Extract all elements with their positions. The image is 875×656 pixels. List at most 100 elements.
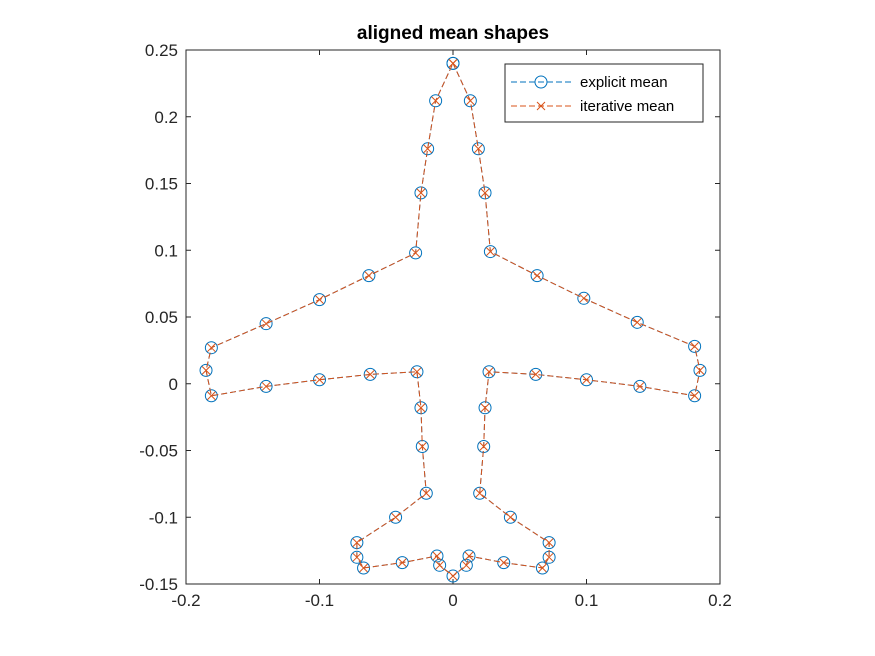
legend-entry: explicit mean xyxy=(511,74,668,91)
data-point xyxy=(479,442,489,451)
legend-entry: iterative mean xyxy=(511,98,674,115)
data-point xyxy=(695,366,705,375)
y-tick-label: 0.25 xyxy=(145,41,178,60)
data-point xyxy=(435,560,445,570)
data-point xyxy=(538,563,547,573)
data-point xyxy=(365,370,375,379)
data-point xyxy=(471,142,485,156)
data-point xyxy=(259,379,273,393)
series-layer xyxy=(199,56,707,583)
data-point xyxy=(486,247,495,256)
legend-label: explicit mean xyxy=(580,74,668,91)
data-point xyxy=(207,343,216,353)
data-point xyxy=(448,571,458,581)
data-point xyxy=(582,375,591,385)
data-point xyxy=(688,389,702,403)
data-point xyxy=(690,342,699,351)
data-point xyxy=(475,488,485,498)
data-point xyxy=(536,101,546,111)
data-point xyxy=(364,271,374,280)
data-point xyxy=(416,188,426,198)
data-point xyxy=(461,560,471,570)
y-tick-label: 0.2 xyxy=(154,108,178,127)
x-tick-label: -0.2 xyxy=(171,591,200,610)
data-point xyxy=(421,488,431,498)
data-point xyxy=(261,319,271,329)
data-point xyxy=(259,317,273,331)
data-point xyxy=(389,510,403,524)
data-point xyxy=(199,363,213,377)
y-tick-label: -0.05 xyxy=(139,442,178,461)
data-point xyxy=(397,558,407,567)
ticks-layer: -0.2 -0.1 0 0.1 0.2 -0.15 -0.1 -0.05 0 0.05 0.1 0.1… xyxy=(139,41,732,610)
chart-title: aligned mean shapes xyxy=(357,23,549,44)
data-point xyxy=(362,269,376,283)
data-point xyxy=(483,245,497,259)
data-point xyxy=(484,367,494,377)
data-point xyxy=(201,366,211,375)
data-point xyxy=(391,512,400,522)
data-point xyxy=(412,367,422,377)
data-point xyxy=(359,563,368,573)
data-point xyxy=(474,144,483,154)
data-point xyxy=(480,188,490,198)
data-point xyxy=(531,370,541,379)
data-point xyxy=(423,144,432,154)
data-point xyxy=(473,486,487,500)
data-point xyxy=(688,339,702,353)
data-point xyxy=(464,551,474,561)
data-point xyxy=(350,550,364,564)
data-point xyxy=(579,293,589,303)
data-point xyxy=(577,291,591,305)
data-point xyxy=(357,561,371,575)
data-point xyxy=(395,556,409,570)
data-point xyxy=(503,510,517,524)
data-point xyxy=(499,558,509,567)
legend-label: iterative mean xyxy=(580,98,674,115)
data-point xyxy=(446,56,460,70)
data-point xyxy=(204,389,218,403)
data-point xyxy=(630,315,644,329)
data-point xyxy=(432,551,442,561)
data-point xyxy=(315,375,324,385)
data-point xyxy=(544,552,554,562)
data-point xyxy=(478,401,492,415)
y-tick-label: 0.1 xyxy=(154,241,178,260)
data-point xyxy=(313,293,326,307)
data-point xyxy=(411,248,420,258)
data-point xyxy=(466,96,475,106)
data-point xyxy=(535,561,549,575)
data-point xyxy=(204,341,218,355)
data-point xyxy=(580,373,593,387)
data-point xyxy=(690,391,699,401)
data-point xyxy=(352,538,362,547)
data-point xyxy=(478,186,492,200)
data-point xyxy=(352,552,362,562)
plot-frame xyxy=(185,49,721,585)
data-point xyxy=(534,75,548,89)
data-point xyxy=(429,94,443,108)
data-point xyxy=(315,295,324,304)
data-point xyxy=(632,317,642,327)
data-point xyxy=(446,569,460,583)
data-point xyxy=(497,556,511,570)
data-point xyxy=(477,439,491,453)
data-point xyxy=(416,403,426,413)
data-point xyxy=(207,391,216,401)
data-point xyxy=(463,94,477,108)
data-point xyxy=(506,512,515,522)
data-point xyxy=(544,538,554,547)
legend-box xyxy=(504,63,704,123)
legend-entries: explicit mean iterative mean xyxy=(511,74,674,115)
data-point xyxy=(693,363,707,377)
x-tick-label: -0.1 xyxy=(305,591,334,610)
y-tick-label: 0.15 xyxy=(145,175,178,194)
data-point xyxy=(431,96,440,106)
data-point xyxy=(421,142,435,156)
series-2 xyxy=(201,58,705,581)
y-tick-label: -0.15 xyxy=(139,575,178,594)
data-point xyxy=(313,373,326,387)
legend: explicit mean iterative mean xyxy=(504,63,704,123)
data-point xyxy=(419,486,433,500)
